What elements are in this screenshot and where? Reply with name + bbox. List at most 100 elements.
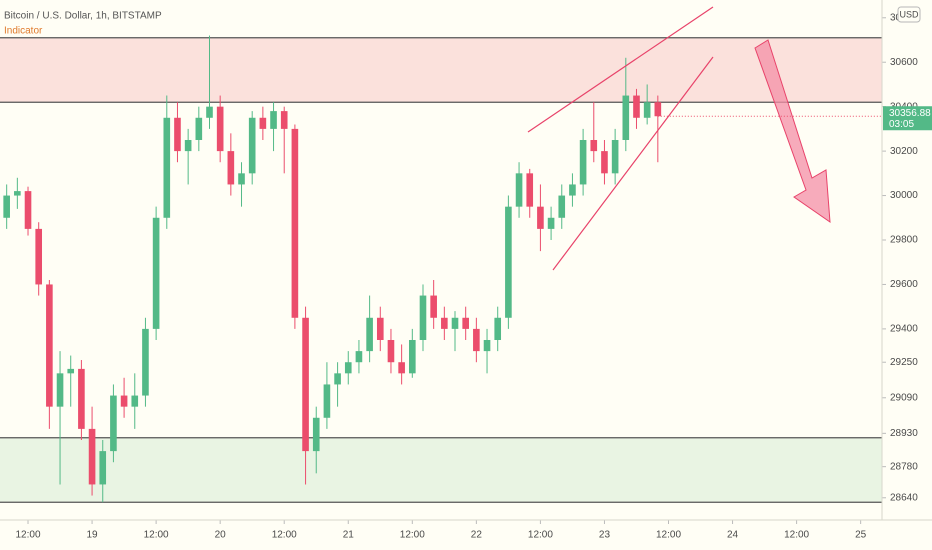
candle-body — [24, 191, 32, 229]
candle-body — [131, 395, 139, 407]
candle-body — [56, 373, 64, 407]
candle-body — [451, 317, 459, 329]
candle-body — [174, 117, 181, 152]
candle-body — [206, 106, 213, 118]
candle-body — [280, 111, 288, 129]
candle-body — [67, 368, 75, 374]
candle-body — [195, 117, 203, 140]
y-tick-label: 29090 — [890, 392, 918, 403]
candle-body — [78, 368, 85, 429]
candle-body — [334, 373, 341, 385]
down-arrow — [754, 39, 831, 224]
candle-body — [547, 217, 555, 229]
y-tick-label: 29400 — [890, 324, 918, 335]
candle-body — [312, 417, 320, 452]
resistance-zone — [0, 37, 882, 103]
y-tick-label: 28780 — [890, 461, 918, 472]
channel-lower — [552, 56, 714, 271]
x-tick-label: 12:00 — [656, 530, 681, 541]
candle-body — [601, 151, 608, 174]
x-tick-label: 25 — [855, 530, 867, 541]
candle-body — [387, 340, 395, 363]
candle-body — [35, 228, 43, 285]
candle-body — [441, 317, 448, 329]
candle-body — [46, 284, 53, 407]
y-tick-label: 30000 — [890, 190, 918, 201]
x-tick-label: 12:00 — [272, 530, 297, 541]
candle-body — [302, 317, 309, 452]
y-tick-label: 30600 — [890, 57, 918, 68]
x-tick-label: 19 — [87, 530, 99, 541]
candle-body — [537, 206, 544, 229]
candle-body — [227, 151, 235, 185]
countdown-label: 03:05 — [889, 119, 914, 130]
candle-body — [579, 140, 587, 185]
currency-button[interactable] — [897, 6, 921, 23]
candle-body — [344, 362, 352, 374]
last-price-label: 30356.88 — [889, 108, 931, 119]
x-tick-label: 12:00 — [784, 530, 809, 541]
x-tick-label: 12:00 — [528, 530, 553, 541]
candle-body — [3, 195, 10, 218]
candle-body — [366, 317, 373, 352]
candle-body — [505, 206, 512, 318]
candle-body — [152, 217, 160, 329]
indicator-label: Indicator — [4, 26, 43, 37]
candle-body — [291, 128, 299, 318]
candle-body — [120, 395, 128, 407]
candle-body — [248, 117, 256, 174]
candle-body — [323, 384, 331, 418]
candle-body — [569, 184, 576, 196]
candle-body — [654, 102, 662, 117]
candle-body — [590, 140, 598, 152]
candle-body — [216, 106, 224, 152]
candle-body — [88, 428, 96, 485]
candle-body — [643, 102, 651, 118]
last-price-box — [883, 106, 932, 131]
x-tick-label: 12:00 — [144, 530, 169, 541]
x-tick-label: 12:00 — [16, 530, 41, 541]
x-tick-label: 24 — [727, 530, 739, 541]
x-tick-label: 22 — [471, 530, 483, 541]
candle-body — [515, 173, 523, 207]
y-tick-label: 29250 — [890, 357, 918, 368]
candle-body — [110, 395, 117, 452]
x-tick-label: 12:00 — [400, 530, 425, 541]
candle-body — [611, 140, 619, 174]
candle-body — [409, 340, 416, 374]
candle-body — [270, 111, 277, 129]
candle-body — [473, 328, 480, 352]
candles — [3, 35, 662, 503]
x-tick-label: 20 — [215, 530, 227, 541]
candle-body — [355, 351, 363, 363]
y-tick-label: 29600 — [890, 279, 918, 290]
y-tick-label: 29800 — [890, 235, 918, 246]
candle-body — [622, 95, 630, 140]
candle-body — [163, 117, 171, 218]
candle-body — [99, 451, 107, 485]
x-tick-label: 21 — [343, 530, 355, 541]
support-zone — [0, 437, 882, 503]
candle-body — [494, 317, 502, 340]
y-tick-label: 28930 — [890, 428, 918, 439]
y-tick-label: 30200 — [890, 146, 918, 157]
candle-body — [238, 173, 245, 185]
candle-body — [259, 117, 267, 129]
x-tick-label: 23 — [599, 530, 611, 541]
currency-label[interactable]: USD — [899, 9, 919, 19]
chart-title: Bitcoin / U.S. Dollar, 1h, BITSTAMP — [4, 11, 162, 22]
candle-body — [483, 340, 491, 352]
candle-body — [430, 295, 437, 318]
y-tick-label: 28640 — [890, 492, 918, 503]
candle-body — [376, 317, 384, 340]
candle-body — [462, 317, 469, 329]
zones — [0, 37, 882, 503]
candle-body — [419, 295, 427, 340]
candle-body — [14, 191, 21, 196]
candle-body — [633, 95, 640, 118]
candle-body — [398, 362, 405, 374]
candle-body — [184, 140, 192, 152]
candle-body — [526, 173, 534, 207]
